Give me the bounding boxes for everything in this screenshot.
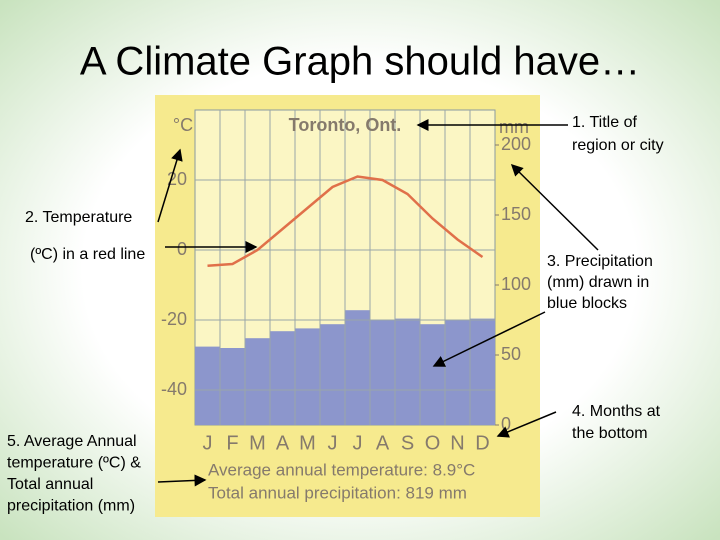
annotation-text: temperature (ºC) & [7, 455, 141, 472]
month-label: M [299, 432, 316, 454]
annotation-text: (ºC) in a red line [30, 246, 145, 263]
precip-bar [295, 328, 320, 425]
annotation-text: 4. Months at [572, 403, 661, 420]
slide-title: A Climate Graph should have… [80, 40, 640, 84]
annotation-text: 1. Title of [572, 114, 637, 131]
y2-tick-label: 100 [501, 274, 531, 294]
month-label: A [276, 432, 290, 454]
precip-bar [220, 348, 245, 425]
month-label: M [249, 432, 266, 454]
annotation-text: 5. Average Annual [7, 433, 137, 450]
month-label: N [450, 432, 464, 454]
precip-bar [195, 346, 220, 425]
precip-bar [445, 320, 470, 425]
month-label: A [376, 432, 390, 454]
y-tick-label: 20 [167, 169, 187, 189]
footnote: Total annual precipitation: 819 mm [208, 483, 467, 502]
y2-tick-label: 0 [501, 414, 511, 434]
month-label: S [401, 432, 414, 454]
y2-axis-label: mm [499, 117, 529, 137]
month-label: O [425, 432, 441, 454]
arrow [432, 311, 546, 367]
precip-bar [470, 318, 495, 425]
y-tick-label: -40 [161, 379, 187, 399]
precip-bar [270, 331, 295, 425]
y-tick-label: 0 [177, 239, 187, 259]
annotation-text: blue blocks [547, 295, 627, 312]
precip-bar [370, 320, 395, 425]
annotation-text: 3. Precipitation [547, 253, 653, 270]
chart-title: Toronto, Ont. [289, 115, 402, 135]
arrow [157, 474, 207, 487]
y-tick-label: -20 [161, 309, 187, 329]
precip-bar [420, 324, 445, 425]
annotations: 1. Title of region or city 2. Temperature (… [7, 114, 664, 515]
annotation-text: region or city [572, 137, 664, 154]
month-label: F [226, 432, 238, 454]
arrow [496, 411, 557, 438]
arrows [157, 119, 599, 487]
precip-bar [345, 310, 370, 425]
y2-tick-label: 150 [501, 204, 531, 224]
y2-tick-label: 200 [501, 134, 531, 154]
month-label: J [203, 432, 213, 454]
annotation-text: precipitation (mm) [7, 498, 135, 515]
y2-tick-label: 50 [501, 344, 521, 364]
month-label: D [475, 432, 489, 454]
month-label: J [328, 432, 338, 454]
annotation-text: 2. Temperature [25, 209, 132, 226]
footnote: Average annual temperature: 8.9°C [208, 460, 475, 479]
precip-bar [245, 338, 270, 425]
y-axis-label: °C [173, 115, 193, 135]
precip-bar [395, 318, 420, 425]
annotation-text: the bottom [572, 425, 648, 442]
precip-bar [320, 324, 345, 425]
arrow [510, 163, 599, 251]
arrow [157, 148, 183, 223]
annotation-text: (mm) drawn in [547, 274, 649, 291]
annotation-text: Total annual [7, 476, 93, 493]
month-label: J [353, 432, 363, 454]
